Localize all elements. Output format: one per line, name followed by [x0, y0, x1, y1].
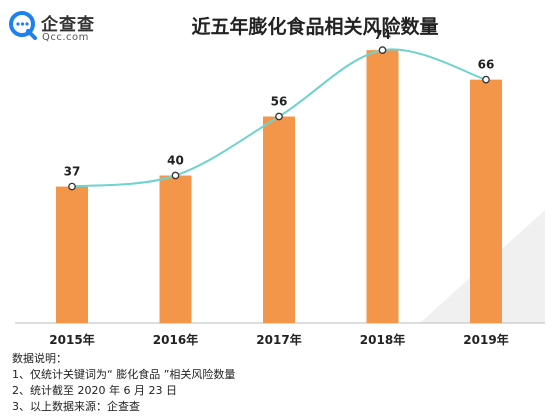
bar [159, 175, 192, 323]
data-label: 66 [478, 58, 495, 72]
bar [470, 79, 502, 323]
note-line-3: 3、以上数据来源：企查查 [12, 400, 140, 413]
magnifier-chat-icon [9, 11, 37, 40]
bar [263, 116, 295, 323]
trend-point [171, 171, 180, 180]
notes-heading: 数据说明： [12, 352, 67, 365]
x-tick-label: 2017年 [256, 332, 301, 347]
trend-point [68, 182, 76, 191]
trend-point [482, 75, 490, 84]
brand-logo: 企查查 Qcc.com [8, 8, 108, 48]
data-label: 56 [271, 95, 288, 109]
x-tick-label: 2016年 [153, 332, 198, 347]
data-label: 40 [167, 154, 184, 168]
bar [56, 186, 88, 323]
data-label: 37 [64, 165, 81, 179]
trend-point [275, 112, 283, 121]
x-tick-label: 2015年 [49, 332, 94, 347]
note-line-1: 1、仅统计关键词为“ 膨化食品 ”相关风险数量 [12, 368, 236, 381]
data-label: 74 [374, 28, 391, 42]
note-line-2: 2、统计截至 2020 年 6 月 23 日 [12, 384, 177, 397]
floor-shadow [265, 210, 545, 323]
brand-domain: Qcc.com [42, 32, 89, 43]
bar [366, 50, 399, 323]
x-tick-label: 2019年 [463, 332, 508, 347]
trend-point [378, 46, 387, 54]
data-notes: 数据说明： 1、仅统计关键词为“ 膨化食品 ”相关风险数量 2、统计截至 202… [12, 351, 235, 415]
brand-name: 企查查 [41, 15, 95, 35]
x-tick-label: 2018年 [360, 332, 405, 347]
chart-title: 近五年膨化食品相关风险数量 [191, 16, 439, 38]
